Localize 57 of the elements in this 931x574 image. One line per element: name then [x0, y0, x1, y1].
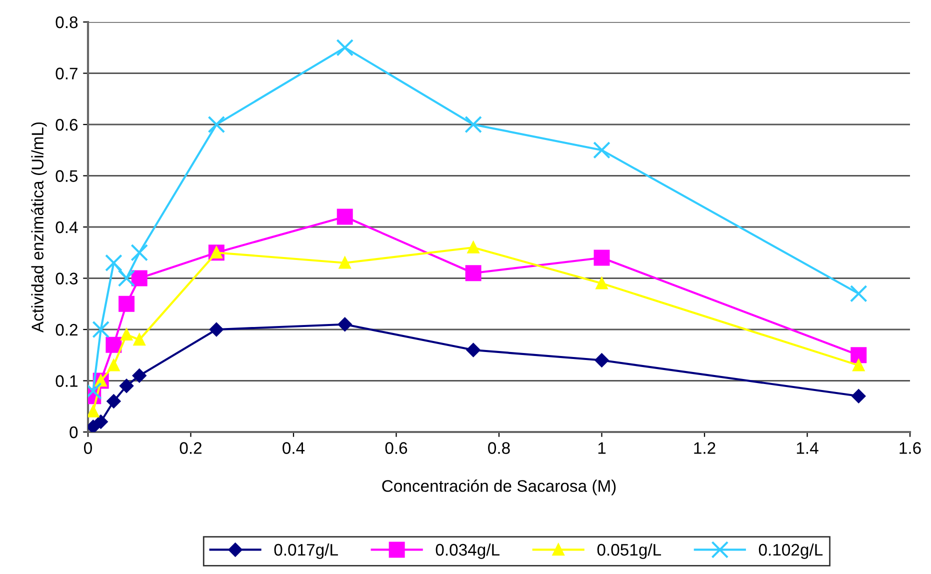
- point: [336, 38, 354, 56]
- x-axis-title: Concentración de Sacarosa (M): [382, 479, 616, 496]
- y-tick-label: 0.3: [56, 272, 78, 284]
- legend-label: 0.051g/L: [597, 543, 662, 559]
- point: [132, 368, 146, 383]
- point: [465, 265, 482, 282]
- x-tick-label: 0.6: [385, 442, 408, 454]
- point: [594, 353, 609, 368]
- x-tick-label: 1: [598, 442, 606, 454]
- x-tick-label: 1.2: [694, 442, 716, 454]
- y-tick-label: 0.1: [56, 375, 78, 387]
- point: [106, 394, 121, 408]
- point: [852, 359, 865, 372]
- point: [131, 270, 148, 286]
- x-tick-label: 0.8: [488, 442, 510, 454]
- legend-label: 0.102g/L: [758, 543, 823, 559]
- point: [106, 336, 122, 353]
- point: [92, 320, 110, 338]
- x-tick-label: 1.4: [796, 442, 818, 454]
- point: [118, 296, 135, 312]
- point: [118, 270, 136, 287]
- point: [338, 256, 351, 269]
- point: [120, 378, 134, 393]
- y-tick-label: 0.4: [56, 221, 78, 234]
- y-tick-label: 0.8: [56, 16, 78, 28]
- point: [850, 347, 867, 364]
- y-axis-title: Actividad enzimática (Ui/mL): [31, 122, 47, 333]
- y-tick-label: 0: [70, 426, 78, 438]
- point: [105, 254, 122, 272]
- legend-label: 0.034g/L: [436, 543, 500, 559]
- y-tick-label: 0.5: [56, 170, 78, 182]
- point: [338, 317, 352, 332]
- point: [467, 242, 480, 254]
- y-tick-label: 0.7: [56, 68, 78, 80]
- point: [594, 250, 610, 266]
- legend-label: 0.017g/L: [274, 543, 338, 559]
- point: [596, 277, 608, 290]
- point: [593, 141, 610, 159]
- point: [108, 359, 120, 372]
- point: [466, 343, 480, 357]
- y-tick-label: 0.6: [56, 118, 78, 131]
- point: [464, 116, 482, 134]
- point: [130, 244, 148, 262]
- x-tick-label: 0: [84, 442, 92, 454]
- point: [210, 322, 224, 336]
- x-tick-label: 0.4: [282, 442, 305, 454]
- x-tick-label: 1.6: [900, 442, 921, 454]
- x-tick-label: 0.2: [180, 442, 202, 454]
- point: [850, 284, 868, 302]
- y-tick-label: 0.2: [56, 324, 78, 336]
- point: [120, 328, 132, 341]
- point: [133, 334, 146, 346]
- point: [208, 116, 226, 134]
- point: [88, 406, 100, 418]
- point: [852, 389, 866, 404]
- point: [94, 414, 108, 429]
- point: [336, 208, 353, 225]
